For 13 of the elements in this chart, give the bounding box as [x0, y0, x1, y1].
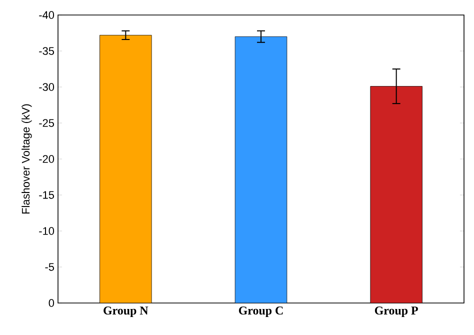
y-tick-label: -35: [39, 47, 54, 55]
x-tick-label: Group C: [238, 306, 283, 317]
y-tick-label: 0: [48, 299, 54, 307]
x-tick-label: Group P: [374, 306, 418, 317]
x-tick-label: Group N: [104, 306, 148, 317]
y-axis-title: Flashover Voltage (kV): [22, 104, 32, 214]
y-tick-label: -10: [39, 227, 54, 235]
y-tick-label: -25: [39, 119, 54, 127]
y-tick-label: -15: [39, 191, 54, 199]
y-tick-label: -20: [39, 155, 54, 163]
y-tick-label: -40: [39, 11, 54, 19]
y-tick-label: -5: [45, 263, 54, 271]
y-tick-label: -30: [39, 83, 54, 91]
